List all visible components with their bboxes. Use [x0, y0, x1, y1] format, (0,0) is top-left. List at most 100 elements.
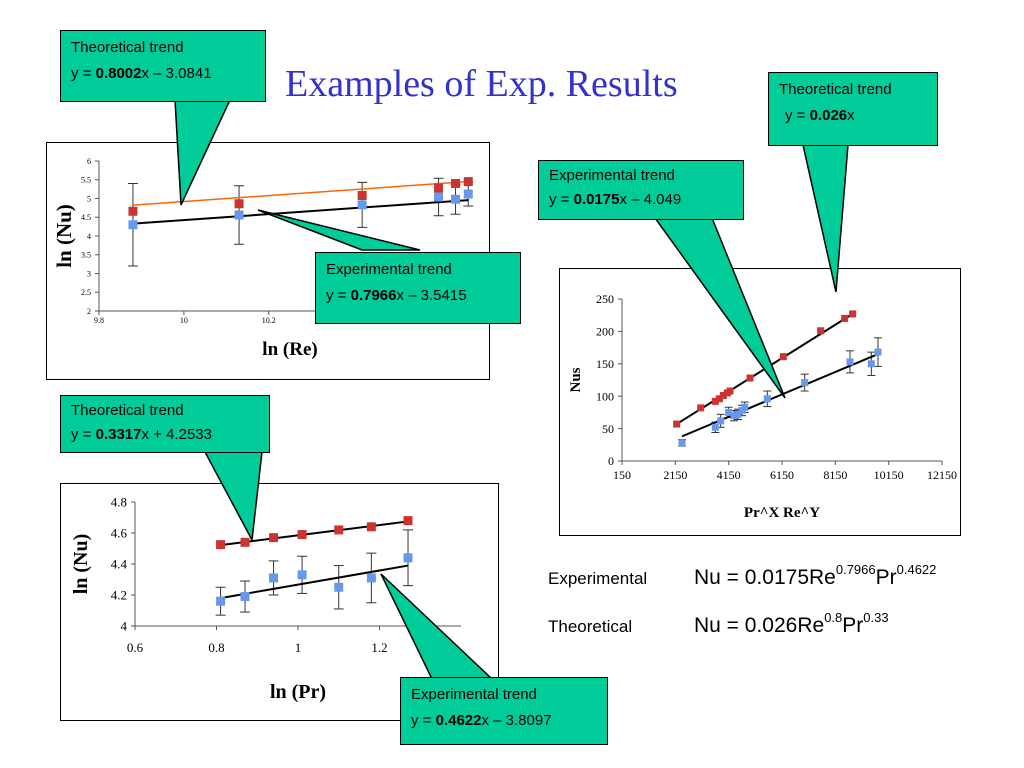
- y-axis-label: ln (Nu): [52, 204, 76, 268]
- data-point-experimental: [240, 592, 250, 602]
- x-axis-label: ln (Re): [262, 339, 317, 360]
- data-point-experimental: [741, 403, 749, 411]
- y-tick-label: 100: [596, 389, 614, 403]
- data-point-theoretical: [673, 420, 681, 428]
- chart3-svg: 4 4.2 4.4 4.6 4.8 0.6 0.8 1 1.2 ln (Pr) ln (Nu): [70, 495, 461, 703]
- y-tick-label: 4.2: [111, 588, 127, 603]
- data-point-theoretical: [357, 191, 367, 200]
- data-point-theoretical: [715, 395, 723, 403]
- trend-line-theoretical: [132, 180, 469, 206]
- data-point-experimental: [451, 194, 461, 204]
- data-point-experimental: [334, 582, 344, 592]
- y-tick-label: 4.5: [81, 213, 91, 222]
- data-point-theoretical: [841, 314, 849, 322]
- data-point-theoretical: [240, 537, 250, 547]
- callout-title: Theoretical trend: [71, 402, 184, 419]
- trend-line-experimental: [681, 353, 879, 438]
- data-point-theoretical: [366, 522, 376, 532]
- y-tick-label: 6: [87, 157, 91, 166]
- y-tick-label: 4.6: [111, 526, 128, 541]
- x-tick-label: 1.2: [371, 640, 387, 655]
- page-title: Examples of Exp. Results: [285, 63, 678, 105]
- x-tick-label: 2150: [663, 468, 687, 482]
- callout-title: Theoretical trend: [779, 81, 892, 98]
- y-tick-label: 250: [596, 292, 614, 306]
- callout-equation: y = 0.3317x + 4.2533: [71, 426, 212, 443]
- callout-title: Theoretical trend: [71, 39, 184, 56]
- data-point-experimental: [128, 220, 138, 230]
- data-point-experimental: [297, 570, 307, 580]
- data-point-theoretical: [779, 353, 787, 361]
- chart2-svg: 0 50 100 150 200 250 150 2150 4150 6150 8150 10150 1…: [568, 292, 957, 521]
- x-tick-label: 9.8: [94, 316, 104, 325]
- data-point-theoretical: [711, 397, 719, 405]
- data-point-experimental: [269, 573, 279, 583]
- equation-experimental: Experimental Nu = 0.0175Re0.7966Pr0.4622: [548, 562, 936, 590]
- equation-theoretical: Theoretical Nu = 0.026Re0.8Pr0.33: [548, 610, 889, 638]
- x-tick-label: 10.2: [262, 316, 276, 325]
- data-point-theoretical: [746, 374, 754, 382]
- data-point-theoretical: [334, 525, 344, 535]
- callout-theoretical-trend-1: Theoretical trend y = 0.8002x – 3.0841: [60, 30, 266, 102]
- data-point-experimental: [711, 423, 719, 431]
- data-point-experimental: [463, 189, 473, 199]
- equation-label: Experimental: [548, 569, 648, 588]
- data-point-experimental: [734, 410, 742, 418]
- data-point-theoretical: [817, 327, 825, 335]
- data-point-experimental: [730, 412, 738, 420]
- x-tick-label: 4150: [717, 468, 741, 482]
- y-tick-label: 50: [602, 422, 614, 436]
- callout-equation: y = 0.7966x – 3.5415: [326, 287, 467, 304]
- y-axis-label: Nus: [568, 367, 584, 392]
- x-tick-label: 1: [295, 640, 302, 655]
- y-tick-label: 3: [87, 269, 91, 278]
- data-point-theoretical: [216, 540, 226, 550]
- data-point-experimental: [357, 200, 367, 210]
- y-tick-label: 5: [87, 194, 91, 203]
- data-point-experimental: [717, 417, 725, 425]
- chart-nus-vs-prx-rey: 0 50 100 150 200 250 150 2150 4150 6150 8150 10150 1…: [559, 268, 961, 536]
- y-tick-label: 5.5: [81, 176, 91, 185]
- equation-formula: Nu = 0.026Re0.8Pr0.33: [694, 610, 889, 637]
- callout-experimental-trend-1: Experimental trend y = 0.7966x – 3.5415: [315, 252, 521, 324]
- data-point-experimental: [763, 395, 771, 403]
- data-point-experimental: [725, 408, 733, 416]
- data-point-theoretical: [726, 387, 734, 395]
- data-point-theoretical: [463, 177, 473, 187]
- y-tick-label: 4.4: [111, 557, 128, 572]
- equation-label: Theoretical: [548, 617, 633, 636]
- y-tick-label: 4: [121, 619, 128, 634]
- x-tick-label: 10: [180, 316, 188, 325]
- data-point-experimental: [403, 553, 413, 563]
- data-point-experimental: [846, 358, 854, 366]
- x-tick-label: 0.6: [127, 640, 144, 655]
- trend-line-experimental: [220, 564, 409, 600]
- data-point-theoretical: [269, 533, 279, 543]
- trend-line-experimental: [132, 199, 469, 225]
- x-axis-label: ln (Pr): [270, 681, 326, 703]
- callout-experimental-trend-2: Experimental trend y = 0.0175x – 4.049: [538, 160, 744, 220]
- callout-equation: y = 0.4622x – 3.8097: [411, 712, 552, 729]
- data-point-experimental: [216, 596, 226, 606]
- callout-title: Experimental trend: [549, 167, 675, 184]
- x-tick-label: 0.8: [208, 640, 224, 655]
- data-point-experimental: [874, 348, 882, 356]
- data-point-theoretical: [697, 404, 705, 412]
- data-point-experimental: [867, 360, 875, 368]
- callout-theoretical-trend-3: Theoretical trend y = 0.3317x + 4.2533: [60, 395, 270, 453]
- data-point-experimental: [801, 379, 809, 387]
- callout-title: Experimental trend: [326, 261, 452, 278]
- x-tick-label: 150: [613, 468, 631, 482]
- y-tick-label: 2.5: [81, 288, 91, 297]
- data-point-experimental: [434, 192, 444, 202]
- data-point-theoretical: [434, 183, 444, 193]
- y-tick-label: 2: [87, 307, 91, 316]
- callout-equation: y = 0.0175x – 4.049: [549, 191, 682, 208]
- data-point-experimental: [366, 573, 376, 583]
- y-tick-label: 0: [608, 454, 614, 468]
- data-point-theoretical: [297, 530, 307, 540]
- callout-theoretical-trend-2: Theoretical trend y = 0.026x: [768, 72, 938, 146]
- data-point-theoretical: [451, 179, 461, 188]
- data-point-experimental: [234, 210, 244, 220]
- data-point-theoretical: [234, 199, 244, 209]
